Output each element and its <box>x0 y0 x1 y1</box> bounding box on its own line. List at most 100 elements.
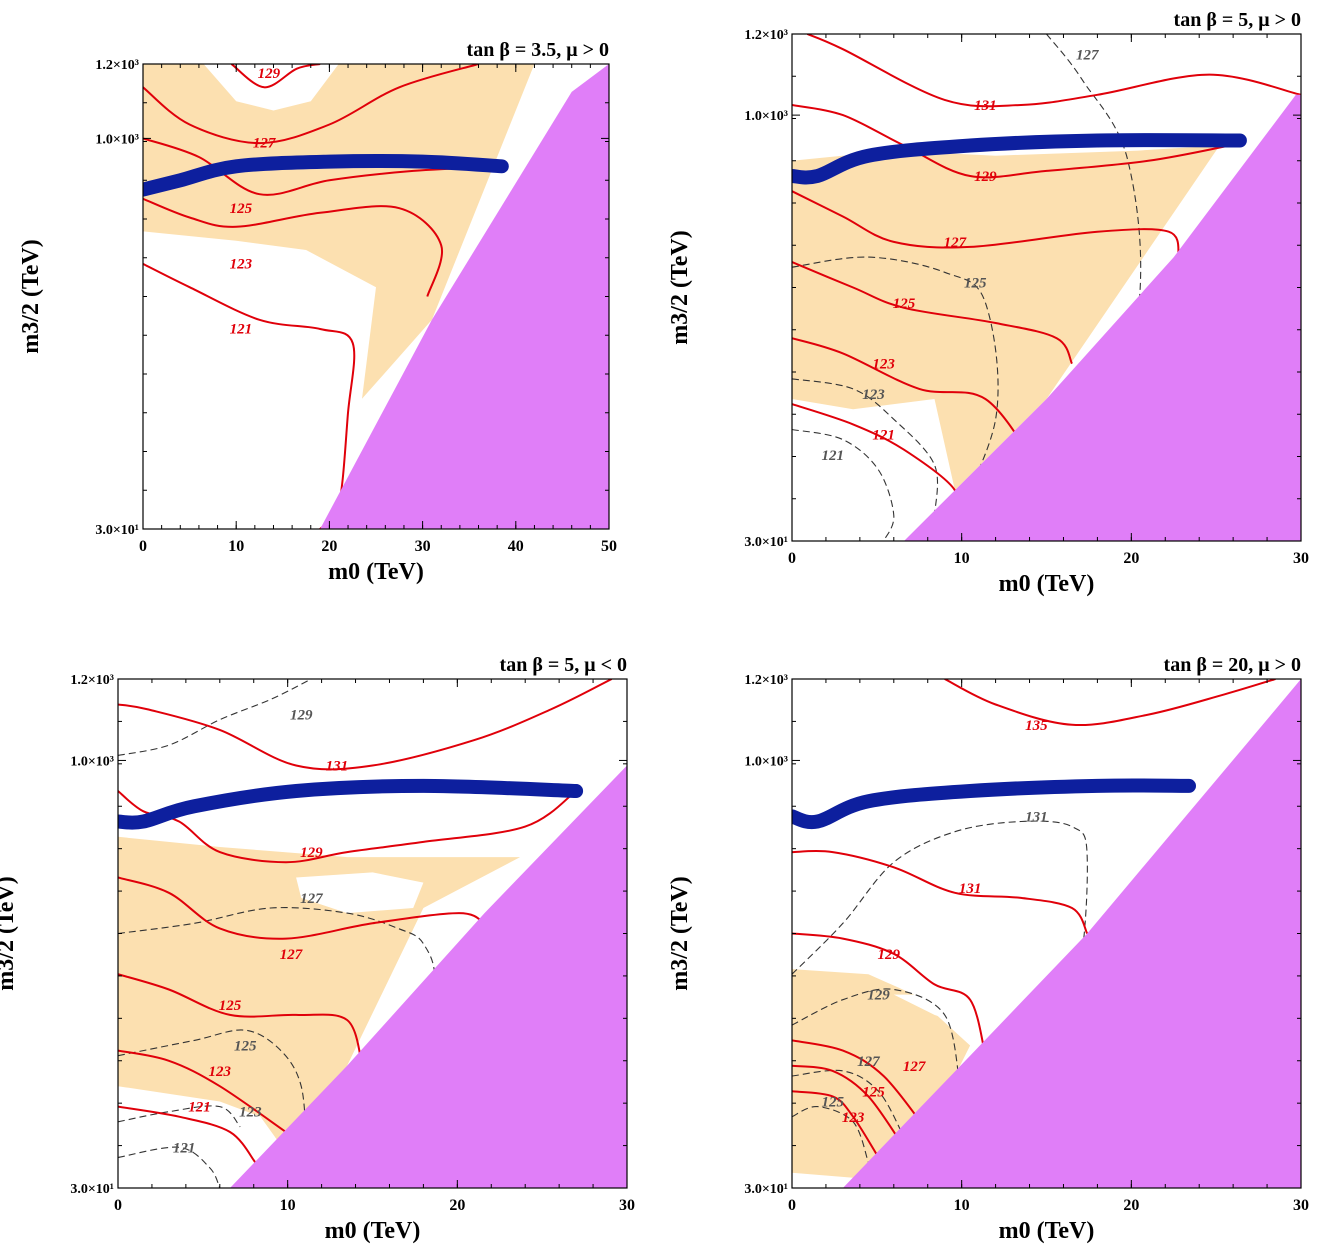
allowed-region-gap <box>203 64 339 111</box>
gray-contour-3 <box>792 1069 905 1138</box>
gray-contour-3 <box>792 378 939 516</box>
gray-contour-4 <box>792 428 895 541</box>
allowed-region-gap <box>893 994 966 1026</box>
x-tick-label: 10 <box>954 550 970 567</box>
x-tick-label: 0 <box>114 1197 122 1214</box>
x-axis-title: m0 (TeV) <box>999 571 1095 597</box>
red-contour-label: 127 <box>903 1059 926 1075</box>
x-tick-label: 20 <box>1123 1197 1139 1214</box>
red-contour-label: 127 <box>253 136 276 152</box>
x-tick-label: 10 <box>954 1197 970 1214</box>
y-axis-title: m3/2 (TeV) <box>667 230 693 344</box>
x-tick-label: 40 <box>508 538 524 555</box>
red-contour-label: 129 <box>877 947 900 963</box>
red-contour-label: 123 <box>230 257 253 273</box>
red-contour-2 <box>143 64 479 145</box>
red-contour-5 <box>792 337 1038 466</box>
red-contour-2 <box>792 849 1089 935</box>
y-tick-label: 1.0×10³ <box>744 754 788 769</box>
red-contour-label: 123 <box>209 1064 232 1080</box>
x-tick-label: 0 <box>788 1197 796 1214</box>
red-contour-label: 129 <box>258 66 281 82</box>
gray-contour-1 <box>1046 34 1142 506</box>
gray-contour-label: 123 <box>862 387 885 403</box>
gray-contour-label: 127 <box>857 1054 880 1070</box>
gray-contour-label: 125 <box>821 1095 844 1111</box>
chart-panel-1: 129 127 125 123 121 0 10 20 30 40 50 3.0×10¹ 1.0×10³… <box>18 39 617 585</box>
red-contour-4 <box>792 261 1073 365</box>
plot-area: 131 129 127 125 123 121 127 125 123 121 <box>792 34 1301 541</box>
excluded-region <box>320 64 609 529</box>
y-axis-title: m3/2 (TeV) <box>18 239 44 353</box>
red-contour-label: 125 <box>893 296 916 312</box>
gray-contour-4 <box>792 1106 869 1163</box>
y-tick-label: 1.2×10³ <box>70 673 114 688</box>
gray-contour-5 <box>118 1146 221 1188</box>
dark-matter-band <box>792 778 1196 830</box>
red-contour-label: 125 <box>862 1084 885 1100</box>
red-contour-2 <box>792 104 1230 179</box>
red-contour-3 <box>792 932 987 1056</box>
red-contour-label: 121 <box>188 1100 211 1116</box>
red-contour-label: 127 <box>280 947 303 963</box>
dark-matter-band <box>792 133 1247 185</box>
allowed-region <box>143 64 535 399</box>
red-contour-5 <box>143 263 356 529</box>
red-contour-5 <box>792 1064 905 1148</box>
x-tick-label: 20 <box>1123 550 1139 567</box>
red-contour-label: 131 <box>959 881 982 897</box>
x-tick-label: 30 <box>1293 550 1309 567</box>
x-tick-label: 20 <box>321 538 337 555</box>
y-tick-label: 1.2×10³ <box>744 28 788 43</box>
gray-contour-label: 127 <box>1076 47 1099 63</box>
red-contour-3 <box>792 190 1180 258</box>
red-contour-3 <box>118 876 485 940</box>
y-axis-title: m3/2 (TeV) <box>667 876 693 990</box>
panel-title: tan β = 3.5, μ > 0 <box>467 39 609 61</box>
red-contour-label: 121 <box>230 322 253 338</box>
plot-area: 129 127 125 123 121 <box>143 64 609 529</box>
red-contour-label: 123 <box>842 1110 865 1126</box>
dark-matter-band <box>143 154 509 197</box>
allowed-region <box>118 836 521 1153</box>
gray-contour-3 <box>118 1029 307 1148</box>
y-tick-label: 3.0×10¹ <box>95 523 139 538</box>
x-tick-label: 0 <box>788 550 796 567</box>
gray-contour-label: 123 <box>239 1105 262 1121</box>
y-tick-label: 1.2×10³ <box>744 673 788 688</box>
red-contour-4 <box>118 973 364 1067</box>
red-contour-label: 129 <box>300 845 323 861</box>
red-contour-1 <box>944 679 1276 727</box>
red-contour-label: 131 <box>974 98 997 114</box>
y-tick-label: 1.0×10³ <box>744 109 788 124</box>
gray-contour-label: 125 <box>964 276 987 292</box>
gray-contour-4 <box>118 1105 241 1128</box>
y-tick-label: 1.0×10³ <box>95 132 139 147</box>
gray-contour-label: 127 <box>300 891 323 907</box>
excluded-region <box>230 765 627 1188</box>
red-contour-4 <box>792 1039 926 1128</box>
red-contour-label: 121 <box>872 428 895 444</box>
excluded-region <box>904 94 1301 541</box>
red-contour-6 <box>118 1105 257 1164</box>
red-contour-1 <box>806 34 1301 108</box>
x-tick-label: 10 <box>280 1197 296 1214</box>
red-contour-label: 125 <box>219 998 242 1014</box>
gray-contour-1 <box>118 679 312 756</box>
panel-title: tan β = 5, μ > 0 <box>1174 9 1301 31</box>
gray-contour-label: 121 <box>821 448 844 464</box>
allowed-region-gap <box>296 872 424 914</box>
dark-matter-band <box>118 778 584 830</box>
red-contour-5 <box>118 1049 287 1133</box>
gray-contour-label: 129 <box>290 708 313 724</box>
x-axis-title: m0 (TeV) <box>328 559 424 585</box>
x-axis-title: m0 (TeV) <box>999 1218 1095 1244</box>
x-axis-title: m0 (TeV) <box>325 1218 421 1244</box>
x-tick-label: 20 <box>449 1197 465 1214</box>
x-tick-label: 30 <box>415 538 431 555</box>
y-axis-title: m3/2 (TeV) <box>0 876 19 990</box>
gray-contour-label: 121 <box>173 1140 196 1156</box>
red-contour-label: 131 <box>326 759 349 775</box>
